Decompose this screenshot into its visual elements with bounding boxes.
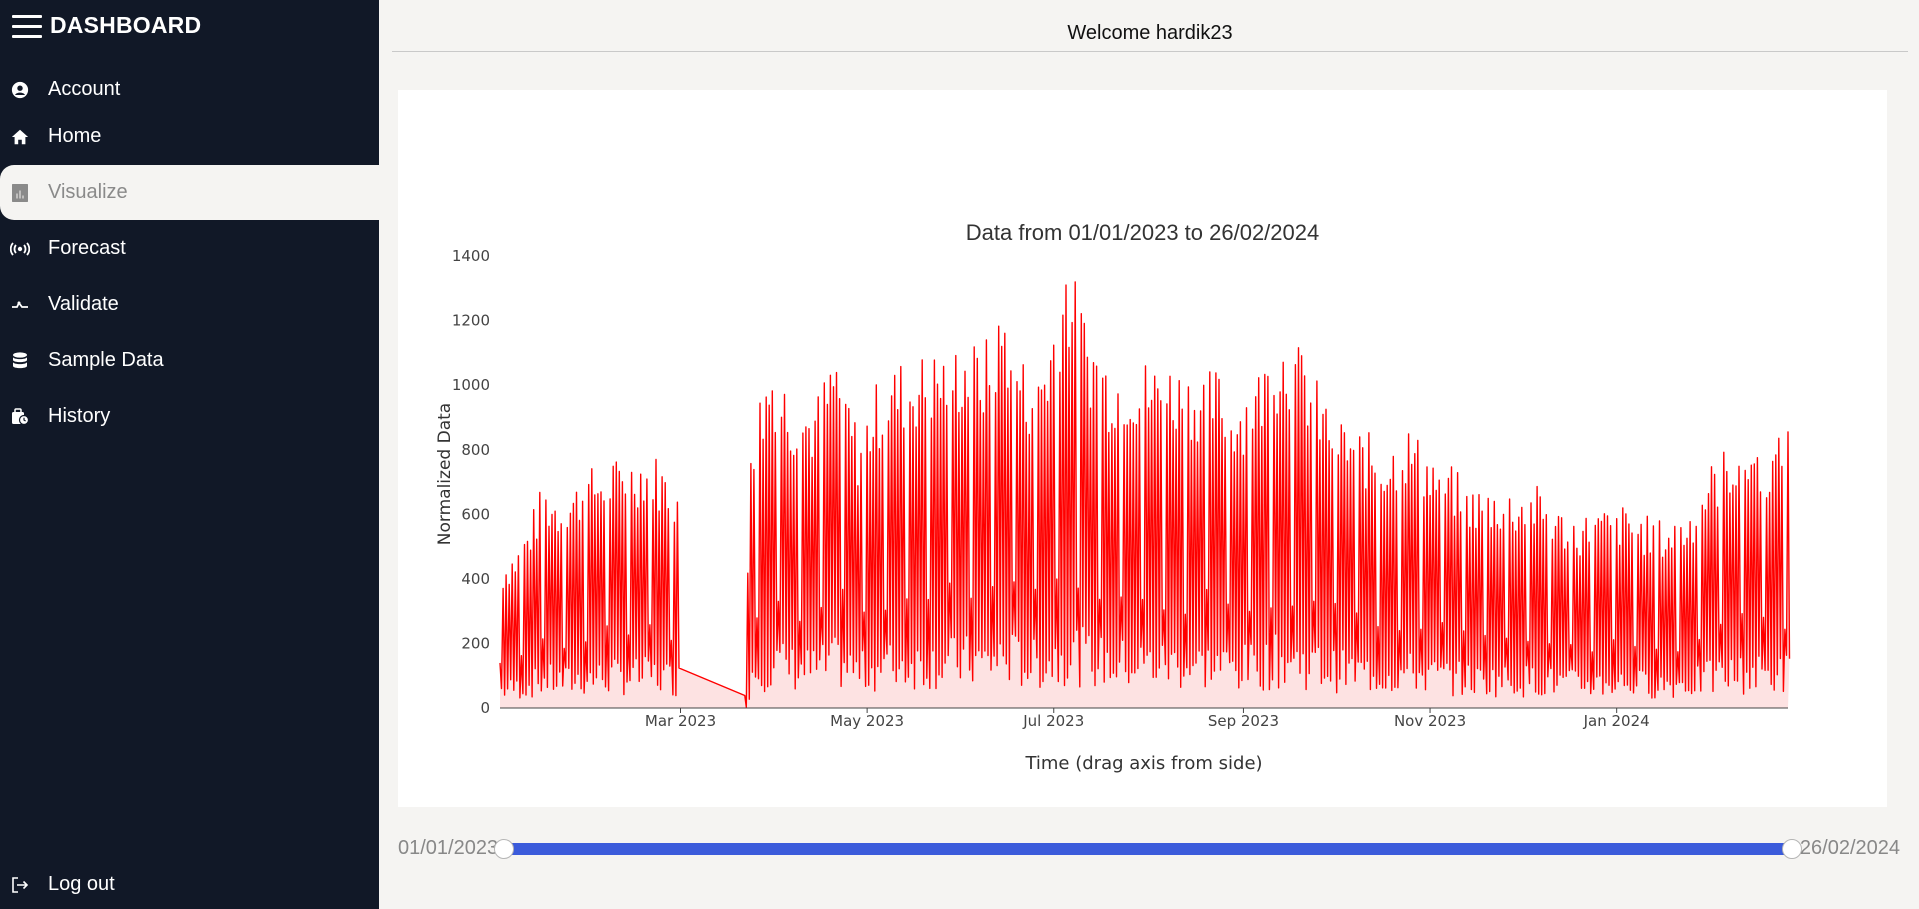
- range-track[interactable]: [504, 843, 1792, 855]
- welcome-text: Welcome hardik23: [1067, 22, 1233, 44]
- brand: DASHBOARD: [12, 12, 201, 39]
- y-tick-label: 0: [480, 699, 490, 717]
- x-tick-label: Mar 2023: [645, 712, 716, 730]
- sidebar: DASHBOARD Account Home Visualize Forecas…: [0, 0, 379, 909]
- sidebar-item-label: Visualize: [48, 181, 128, 203]
- broadcast-icon: [10, 239, 30, 259]
- x-axis-label: Time (drag axis from side): [1024, 753, 1262, 774]
- logout-label: Log out: [48, 873, 115, 895]
- x-tick-label: Sep 2023: [1208, 712, 1279, 730]
- x-tick-label: Jul 2023: [1022, 712, 1084, 730]
- y-axis-label: Normalized Data: [435, 403, 455, 545]
- range-end-handle[interactable]: [1782, 839, 1802, 859]
- y-tick-label: 1200: [452, 312, 490, 330]
- top-header: Welcome hardik23: [392, 0, 1908, 52]
- sidebar-item-sample-data[interactable]: Sample Data: [0, 333, 379, 388]
- validate-icon: [10, 295, 30, 315]
- database-icon: [10, 351, 30, 371]
- y-tick-label: 800: [461, 441, 490, 459]
- logout-button[interactable]: Log out: [0, 857, 379, 909]
- menu-icon[interactable]: [12, 13, 42, 39]
- bar-chart-icon: [10, 183, 30, 203]
- range-start-handle[interactable]: [494, 839, 514, 859]
- sidebar-item-label: History: [48, 405, 111, 427]
- home-icon: [10, 127, 30, 147]
- sidebar-item-visualize[interactable]: Visualize: [0, 165, 379, 220]
- y-tick-label: 1400: [452, 247, 490, 265]
- chart-plot[interactable]: 0 200 400 600 800 1000 1200 1400 Mar 2023 May 202…: [398, 90, 1887, 807]
- range-end-date: 26/02/2024: [1799, 837, 1900, 859]
- y-tick-label: 600: [461, 505, 490, 523]
- sidebar-item-home[interactable]: Home: [0, 109, 379, 164]
- chart-title: Data from 01/01/2023 to 26/02/2024: [965, 220, 1320, 245]
- range-start-date: 01/01/2023: [398, 837, 499, 859]
- chart-card: Data from 01/01/2023 to 26/02/2024 0 200 4…: [398, 90, 1887, 807]
- y-tick-label: 400: [461, 570, 490, 588]
- date-range-slider[interactable]: 01/01/2023 26/02/2024: [398, 835, 1908, 865]
- sidebar-item-validate[interactable]: Validate: [0, 277, 379, 332]
- sidebar-item-label: Sample Data: [48, 349, 164, 371]
- sidebar-item-history[interactable]: History: [0, 389, 379, 444]
- sidebar-item-label: Forecast: [48, 237, 126, 259]
- x-tick-label: Nov 2023: [1394, 712, 1466, 730]
- sidebar-item-forecast[interactable]: Forecast: [0, 221, 379, 276]
- y-tick-label: 1000: [452, 376, 490, 394]
- sidebar-item-label: Validate: [48, 293, 119, 315]
- series-line: [499, 281, 1791, 708]
- sidebar-item-account[interactable]: Account: [0, 62, 379, 117]
- sidebar-item-label: Account: [48, 78, 121, 100]
- x-tick-label: Jan 2024: [1583, 712, 1650, 730]
- user-circle-icon: [10, 80, 30, 100]
- y-tick-label: 200: [461, 634, 490, 652]
- sidebar-item-label: Home: [48, 125, 102, 147]
- history-icon: [10, 407, 30, 427]
- brand-title: DASHBOARD: [50, 12, 202, 38]
- x-tick-label: May 2023: [830, 712, 904, 730]
- logout-icon: [10, 875, 30, 895]
